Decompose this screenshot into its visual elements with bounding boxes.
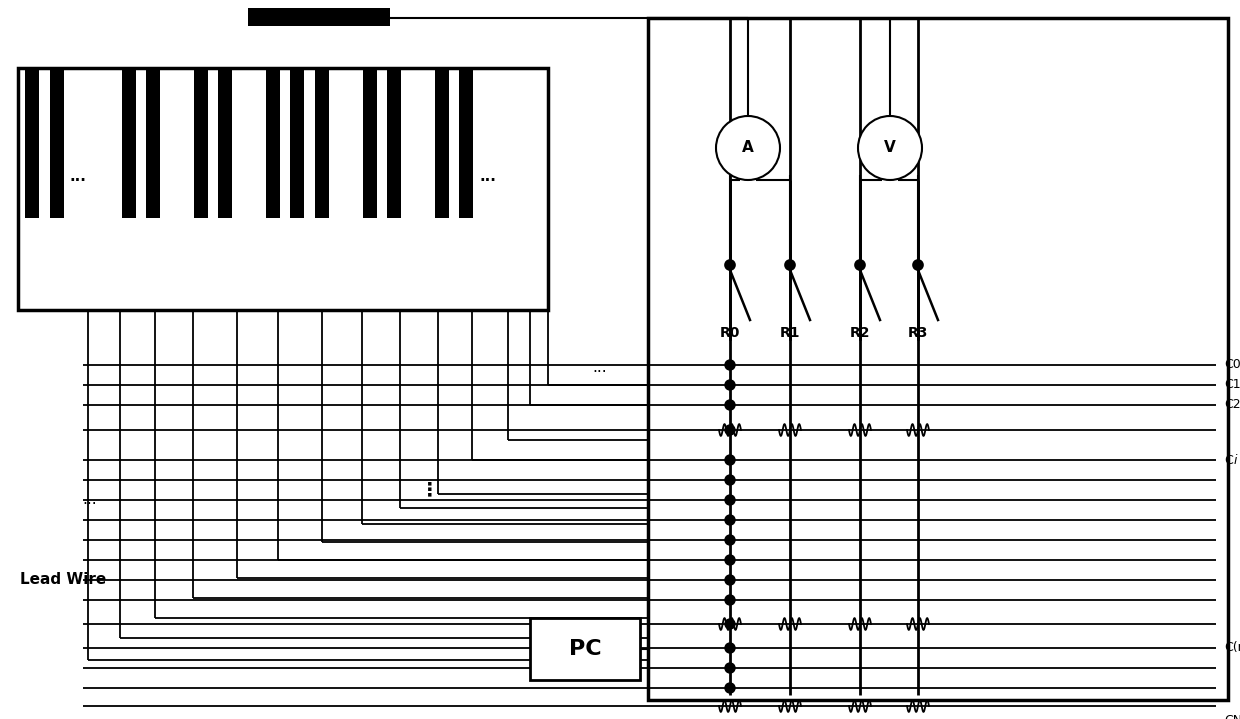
Text: PC: PC [569,639,601,659]
Bar [315,68,329,218]
Bar [529,618,640,680]
Circle shape [715,116,780,180]
Bar [290,68,305,218]
Bar [267,68,280,218]
Circle shape [725,455,735,465]
Bar [459,68,474,218]
Bar [218,68,232,218]
Bar [26,68,40,218]
Text: ...: ... [69,170,87,184]
Circle shape [725,683,735,693]
Bar [248,8,391,26]
Circle shape [725,380,735,390]
Text: V: V [884,140,895,155]
Bar [387,68,401,218]
Circle shape [725,495,735,505]
Bar [195,68,208,218]
Circle shape [725,515,735,525]
Circle shape [725,619,735,629]
Circle shape [725,555,735,565]
Text: R3: R3 [908,326,929,340]
Bar [19,68,548,310]
Circle shape [725,595,735,605]
Bar [50,68,63,218]
Text: C: C [1224,454,1233,467]
Bar [363,68,377,218]
Text: Lead Wire: Lead Wire [20,572,107,587]
Circle shape [725,475,735,485]
Text: C2: C2 [1224,398,1240,411]
Text: ...: ... [593,360,608,375]
Text: CN: CN [1224,713,1240,719]
Text: C0: C0 [1224,359,1240,372]
Text: R2: R2 [849,326,870,340]
Circle shape [725,360,735,370]
Circle shape [725,400,735,410]
Text: R0: R0 [719,326,740,340]
Circle shape [725,260,735,270]
Text: R1: R1 [780,326,800,340]
Circle shape [913,260,923,270]
Text: ...: ... [480,170,496,184]
Circle shape [856,260,866,270]
Text: ⋮: ⋮ [420,480,440,500]
Text: i: i [1234,454,1238,467]
Circle shape [785,260,795,270]
Bar [435,68,449,218]
Circle shape [725,663,735,673]
Bar [146,68,160,218]
Text: A: A [742,140,754,155]
Circle shape [725,535,735,545]
Bar [122,68,136,218]
Circle shape [725,575,735,585]
Circle shape [858,116,923,180]
Circle shape [725,643,735,653]
Circle shape [725,425,735,435]
Bar [649,18,1228,700]
Text: ...: ... [83,493,97,508]
Text: C1: C1 [1224,378,1240,392]
Text: C(n-1): C(n-1) [1224,641,1240,654]
